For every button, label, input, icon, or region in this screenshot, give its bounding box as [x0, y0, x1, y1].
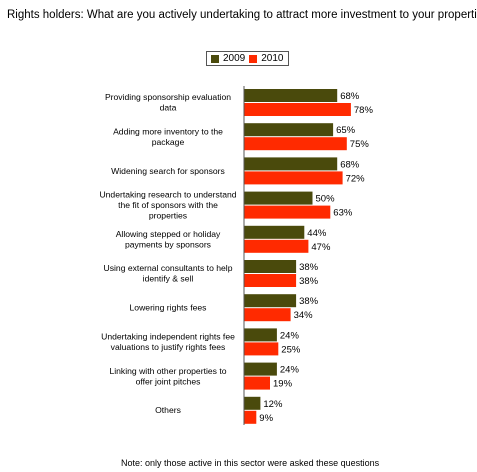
- bar-2010: [244, 342, 279, 356]
- bar-2009: [244, 123, 334, 137]
- data-label-2009: 50%: [316, 194, 336, 205]
- bar-2009: [244, 89, 338, 102]
- data-label-2010: 78%: [354, 105, 374, 116]
- footnote: Note: only those active in this sector w…: [121, 458, 380, 468]
- bar-2009: [244, 328, 277, 342]
- category-label: Others: [155, 405, 181, 415]
- data-label-2010: 19%: [273, 379, 293, 390]
- data-label-2010: 72%: [346, 173, 366, 184]
- bar-2009: [244, 157, 338, 171]
- category-label: Widening search for sponsors: [111, 166, 225, 176]
- category-label: Undertaking research to understand the fi…: [99, 190, 236, 221]
- category-label: Undertaking independent rights fee valuat…: [101, 332, 235, 353]
- category-label: Allowing stepped or holiday payments by s…: [116, 229, 221, 250]
- bar-2010: [244, 376, 270, 390]
- category-label: Linking with other properties to offer jo…: [109, 366, 226, 387]
- data-label-2009: 24%: [280, 330, 300, 341]
- data-label-2009: 44%: [307, 228, 327, 239]
- data-label-2010: 75%: [350, 139, 370, 150]
- legend-swatch-2010: [249, 54, 258, 63]
- legend-label-2009: 2009: [223, 53, 246, 64]
- bar-2010: [244, 205, 331, 219]
- bar-2009: [244, 191, 313, 205]
- data-label-2010: 9%: [259, 413, 273, 424]
- bar-2010: [244, 171, 343, 185]
- data-label-2010: 34%: [294, 310, 314, 321]
- data-label-2010: 63%: [333, 208, 353, 219]
- legend: 2009 2010: [206, 51, 289, 66]
- bar-2010: [244, 239, 309, 253]
- legend-label-2010: 2010: [261, 53, 284, 64]
- legend-swatch-2009: [211, 54, 219, 63]
- category-label: Adding more inventory to the package: [113, 126, 223, 147]
- bar-2009: [244, 225, 305, 239]
- data-label-2009: 68%: [340, 159, 360, 170]
- bar-2009: [244, 294, 297, 308]
- data-label-2009: 38%: [299, 262, 319, 273]
- bar-2009: [244, 362, 277, 376]
- data-label-2009: 38%: [299, 296, 319, 307]
- data-label-2010: 38%: [299, 276, 319, 287]
- data-label-2009: 68%: [340, 91, 360, 102]
- bar-2010: [244, 274, 297, 287]
- bar-2010: [244, 103, 351, 116]
- chart-title: Rights holders: What are you actively un…: [7, 9, 477, 21]
- bar-2010: [244, 308, 291, 322]
- bar-2009: [244, 260, 297, 273]
- bar-2009: [244, 396, 261, 410]
- data-label-2009: 65%: [336, 125, 356, 136]
- data-label-2009: 12%: [263, 399, 283, 410]
- data-label-2010: 25%: [281, 344, 301, 355]
- category-label: Using external consultants to help identi…: [104, 263, 233, 284]
- category-label: Lowering rights fees: [130, 303, 207, 313]
- data-label-2010: 47%: [311, 242, 331, 253]
- data-label-2009: 24%: [280, 365, 300, 376]
- bar-2010: [244, 137, 347, 151]
- bar-2010: [244, 410, 257, 424]
- category-label: Providing sponsorship evaluation data: [105, 92, 231, 113]
